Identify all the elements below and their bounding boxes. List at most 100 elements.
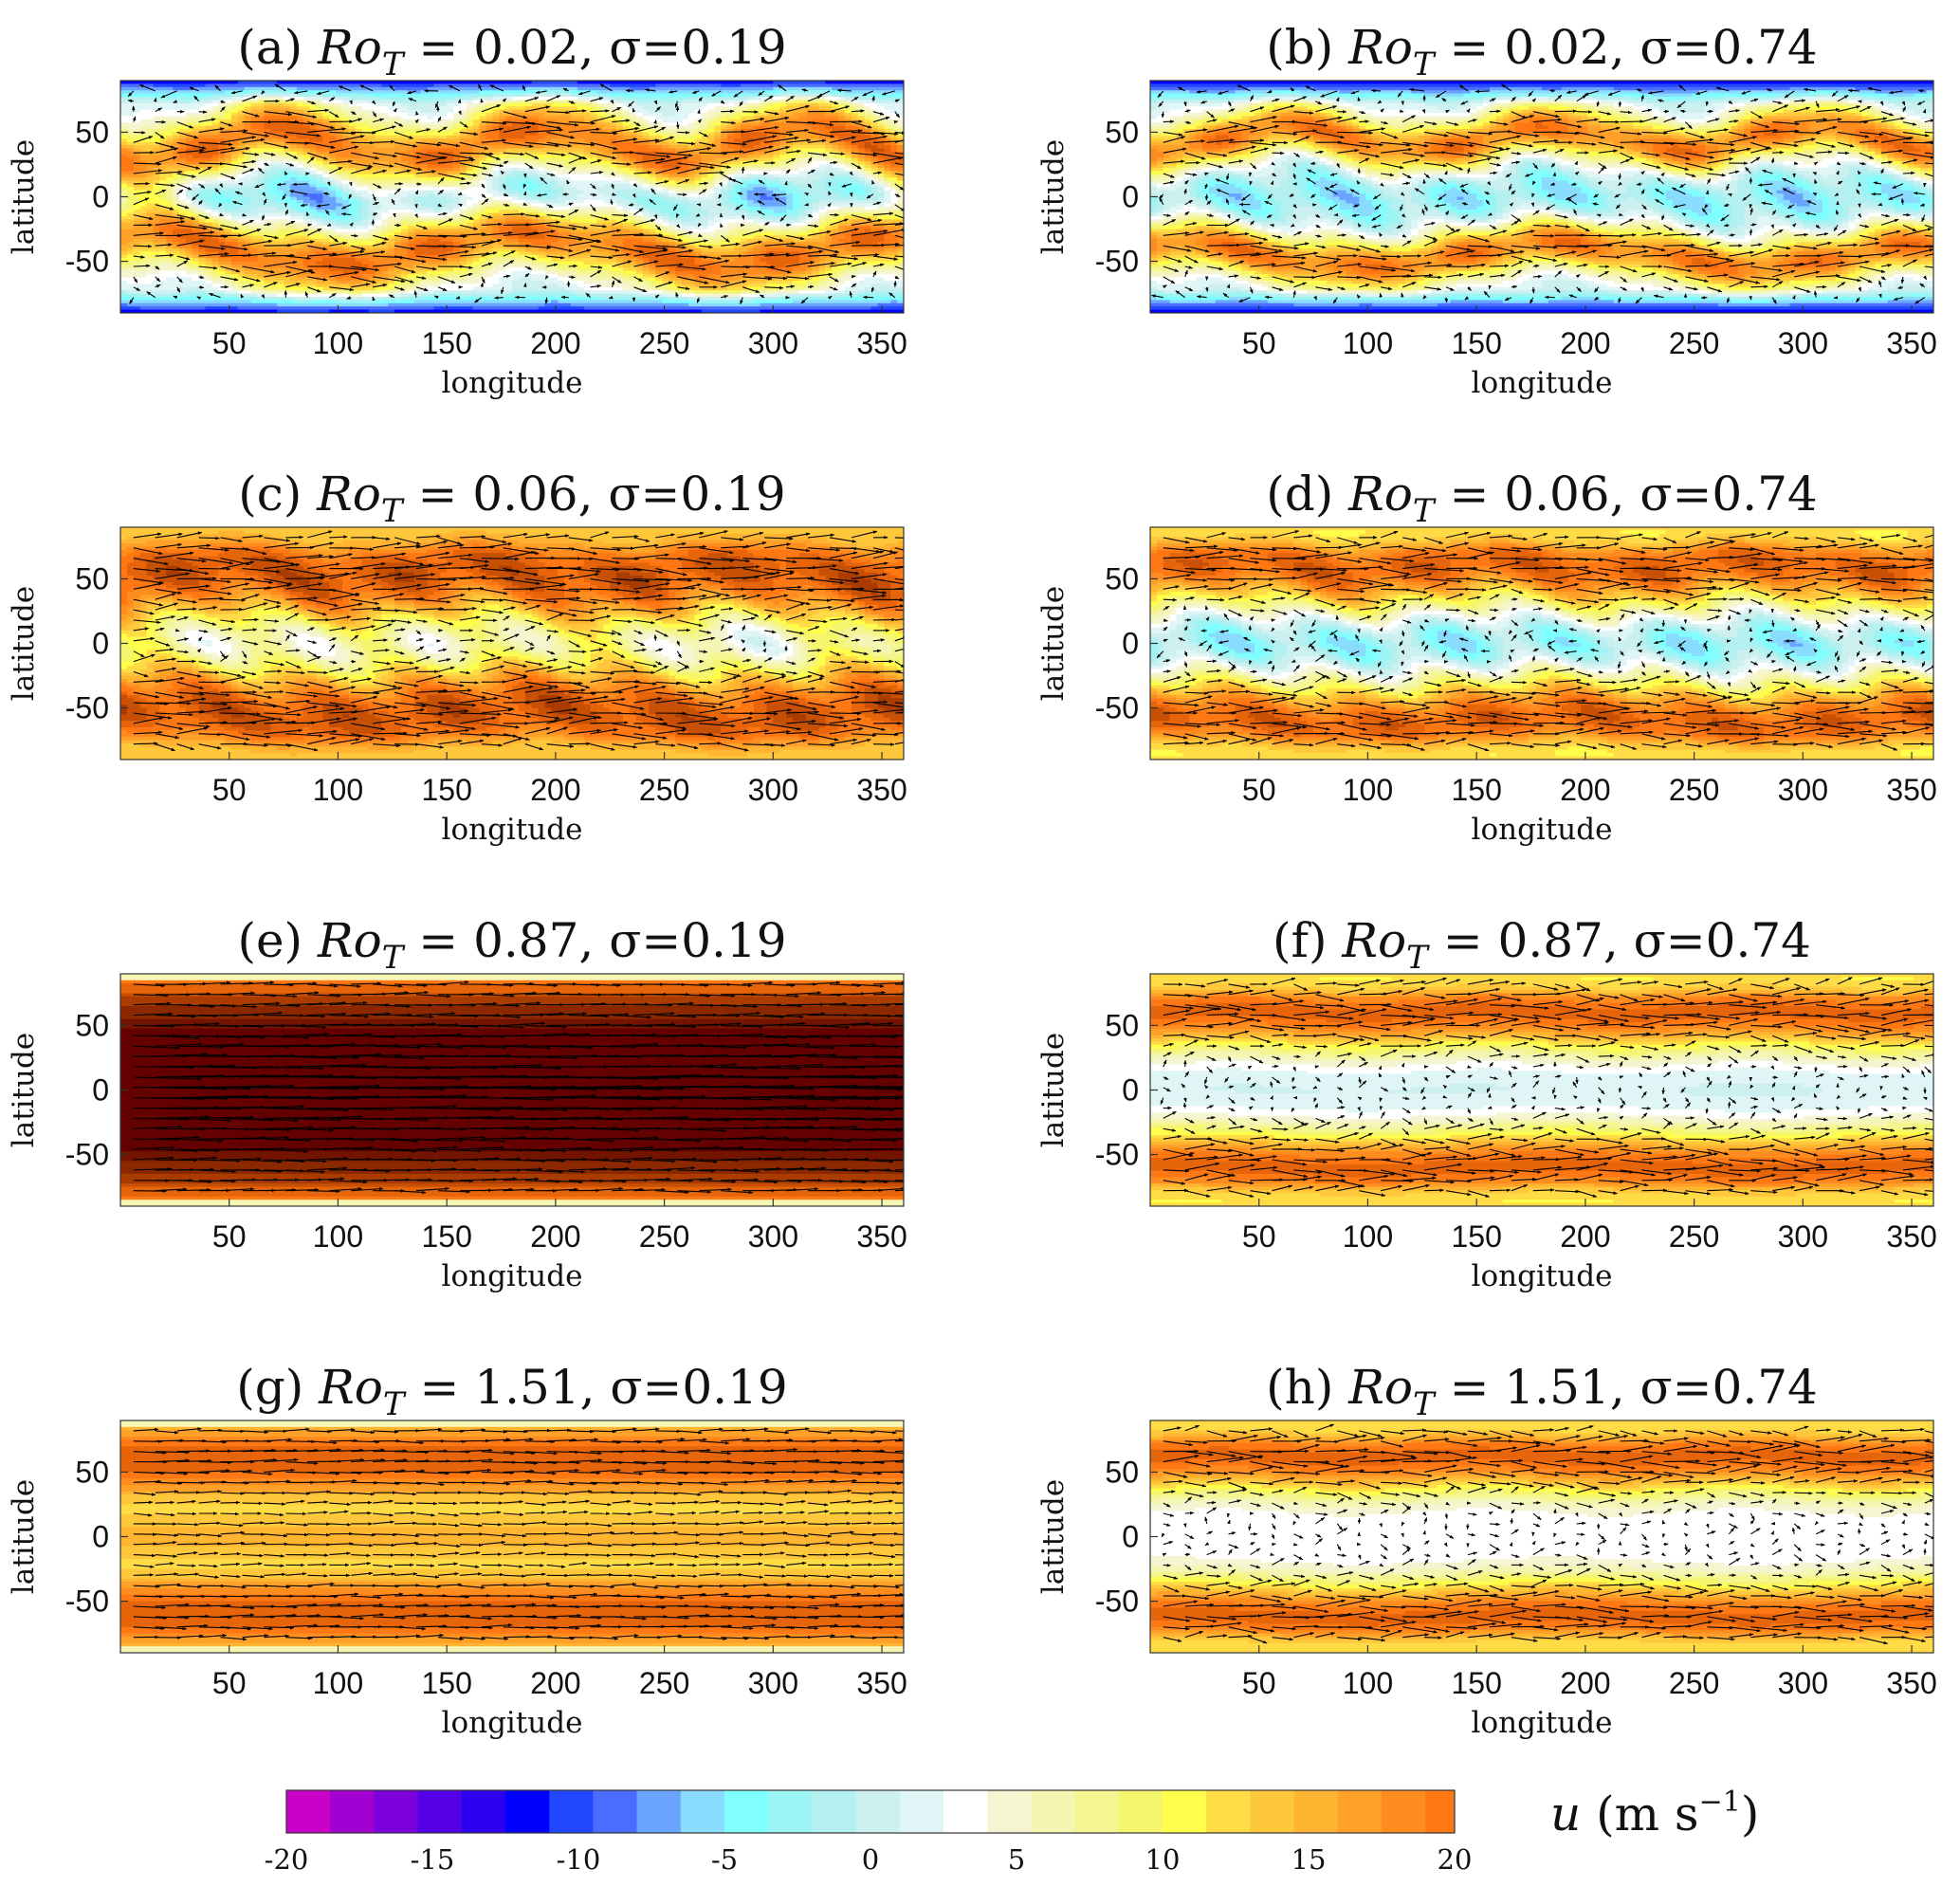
- x-tick-label: 350: [1886, 773, 1936, 807]
- panel-title: (c) RoT = 0.06, σ=0.19: [238, 467, 786, 530]
- colorbar-swatch: [286, 1790, 331, 1833]
- x-tick-label: 350: [1886, 326, 1936, 360]
- x-axis-label: longitude: [442, 1259, 583, 1293]
- colorbar-swatch: [1294, 1790, 1339, 1833]
- x-tick-label: 50: [1242, 773, 1276, 807]
- y-tick-label: 0: [1122, 1073, 1139, 1108]
- x-tick-label: 200: [1560, 1666, 1610, 1700]
- y-tick-label: 0: [1122, 627, 1139, 661]
- x-tick-label: 250: [1669, 773, 1719, 807]
- y-tick-label: -50: [65, 691, 109, 725]
- colorbar-swatch: [768, 1790, 813, 1833]
- x-tick-label: 250: [1669, 326, 1719, 360]
- x-tick-label: 100: [1343, 1666, 1393, 1700]
- x-tick-label: 150: [1451, 773, 1501, 807]
- y-tick-label: 50: [75, 1455, 109, 1489]
- y-tick-label: -50: [1095, 1585, 1139, 1619]
- colorbar-tick-label: -20: [265, 1843, 309, 1876]
- colorbar-tick-label: 10: [1145, 1843, 1181, 1876]
- colorbar-tick-label: -10: [557, 1843, 601, 1876]
- x-tick-label: 250: [639, 1219, 689, 1254]
- colorbar-swatch: [1425, 1790, 1455, 1833]
- x-tick-label: 200: [530, 1666, 580, 1700]
- colorbar-swatch: [462, 1790, 506, 1833]
- x-tick-label: 250: [639, 1666, 689, 1700]
- y-axis-label: latitude: [7, 586, 41, 701]
- x-tick-label: 300: [1778, 773, 1828, 807]
- panel-title: (b) RoT = 0.02, σ=0.74: [1266, 20, 1818, 83]
- x-tick-label: 350: [1886, 1219, 1936, 1254]
- x-tick-label: 250: [1669, 1666, 1719, 1700]
- field-d: [1150, 527, 1934, 760]
- colorbar-tick-label: -5: [711, 1843, 738, 1876]
- x-tick-label: 50: [1242, 1666, 1276, 1700]
- x-tick-label: 50: [212, 1666, 247, 1700]
- y-tick-label: 0: [92, 1073, 109, 1108]
- x-tick-label: 100: [313, 773, 363, 807]
- field-g: [120, 1420, 905, 1654]
- colorbar-swatch: [1250, 1790, 1294, 1833]
- colorbar-swatch: [987, 1790, 1032, 1833]
- x-tick-label: 150: [1451, 326, 1501, 360]
- x-tick-label: 200: [1560, 326, 1610, 360]
- x-axis-label: longitude: [442, 366, 583, 400]
- colorbar-swatch: [724, 1790, 769, 1833]
- colorbar-swatch: [593, 1790, 637, 1833]
- y-tick-label: -50: [1095, 691, 1139, 725]
- y-axis-label: latitude: [1036, 139, 1071, 254]
- colorbar-swatch: [1031, 1790, 1075, 1833]
- x-tick-label: 150: [421, 773, 471, 807]
- y-axis-label: latitude: [1036, 1479, 1071, 1594]
- x-tick-label: 200: [1560, 1219, 1610, 1254]
- x-tick-label: 50: [1242, 1219, 1276, 1254]
- colorbar-tick-label: 5: [1008, 1843, 1025, 1876]
- colorbar-swatch: [812, 1790, 856, 1833]
- colorbar-label: u (m s−1): [1550, 1786, 1759, 1841]
- panel-title: (h) RoT = 1.51, σ=0.74: [1266, 1360, 1818, 1423]
- x-tick-label: 50: [212, 326, 247, 360]
- y-axis-label: latitude: [7, 139, 41, 254]
- colorbar-swatch: [418, 1790, 463, 1833]
- y-tick-label: -50: [1095, 245, 1139, 279]
- x-axis-label: longitude: [1472, 813, 1613, 847]
- y-tick-label: 0: [1122, 1520, 1139, 1554]
- y-axis-label: latitude: [7, 1479, 41, 1594]
- y-axis-label: latitude: [1036, 586, 1071, 701]
- colorbar-swatch: [505, 1790, 550, 1833]
- x-tick-label: 350: [856, 326, 907, 360]
- colorbar-swatch: [1119, 1790, 1163, 1833]
- field-f: [1150, 974, 1934, 1207]
- x-tick-label: 100: [1343, 1219, 1393, 1254]
- x-tick-label: 100: [313, 326, 363, 360]
- x-tick-label: 250: [639, 326, 689, 360]
- panel-title: (e) RoT = 0.87, σ=0.19: [237, 913, 786, 977]
- x-tick-label: 300: [748, 1219, 798, 1254]
- x-tick-label: 150: [421, 1666, 471, 1700]
- x-tick-label: 100: [313, 1219, 363, 1254]
- x-axis-label: longitude: [1472, 1706, 1613, 1740]
- colorbar-swatch: [1206, 1790, 1251, 1833]
- x-tick-label: 150: [1451, 1666, 1501, 1700]
- panel-title: (g) RoT = 1.51, σ=0.19: [236, 1360, 788, 1423]
- panels-container: (a) RoT = 0.02, σ=0.19 50 100 150 200 250 300 3…: [7, 20, 1960, 1740]
- colorbar-swatch: [900, 1790, 944, 1833]
- x-tick-label: 300: [1778, 1666, 1828, 1700]
- panel-title: (f) RoT = 0.87, σ=0.74: [1273, 913, 1811, 977]
- x-tick-label: 250: [1669, 1219, 1719, 1254]
- colorbar-swatch: [330, 1790, 375, 1833]
- panel-title: (a) RoT = 0.02, σ=0.19: [237, 20, 786, 83]
- x-axis-label: longitude: [442, 813, 583, 847]
- colorbar-swatch: [1338, 1790, 1383, 1833]
- y-tick-label: 50: [1105, 115, 1139, 149]
- y-tick-label: -50: [65, 1585, 109, 1619]
- colorbar-swatch: [374, 1790, 418, 1833]
- x-tick-label: 200: [530, 326, 580, 360]
- x-tick-label: 150: [1451, 1219, 1501, 1254]
- y-axis-label: latitude: [7, 1033, 41, 1147]
